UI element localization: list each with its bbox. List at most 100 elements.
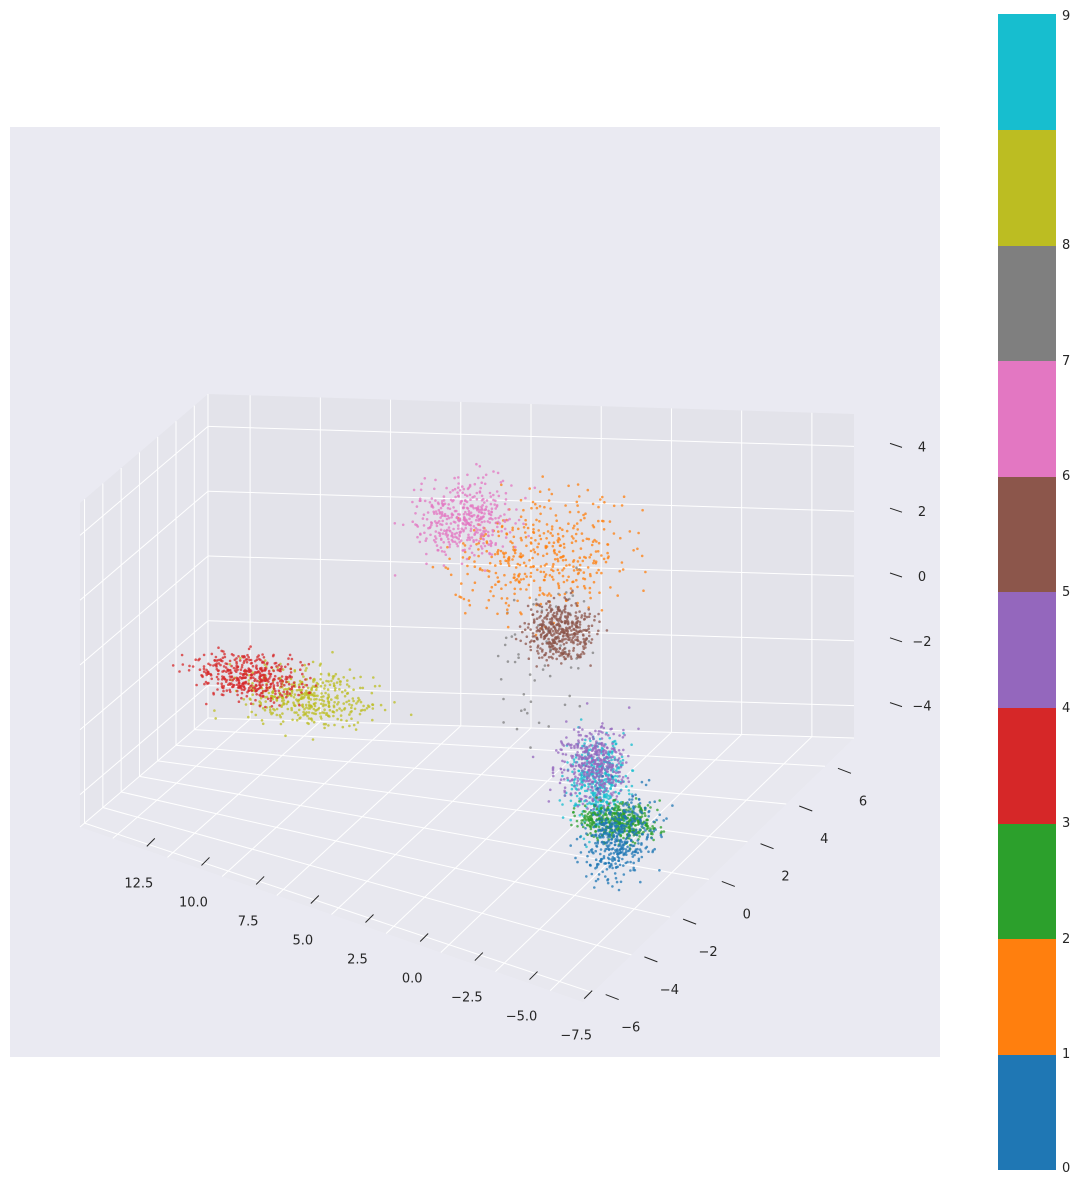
point-cluster-8 <box>346 679 349 682</box>
point-cluster-1 <box>602 557 606 561</box>
point-cluster-1 <box>563 592 567 596</box>
point-cluster-1 <box>524 531 527 534</box>
point-cluster-1 <box>547 592 551 595</box>
point-cluster-8 <box>259 701 263 705</box>
point-cluster-8 <box>304 713 308 716</box>
scatter-points <box>171 462 674 892</box>
point-cluster-0 <box>632 866 635 870</box>
point-cluster-5 <box>540 656 544 659</box>
point-cluster-1 <box>530 506 533 510</box>
point-cluster-4 <box>607 778 610 781</box>
point-cluster-6 <box>444 553 448 556</box>
point-cluster-6 <box>456 491 459 494</box>
point-cluster-3 <box>217 678 220 681</box>
point-cluster-4 <box>586 807 589 810</box>
point-cluster-3 <box>216 682 220 685</box>
point-cluster-5 <box>524 642 528 646</box>
point-cluster-3 <box>223 655 227 659</box>
point-cluster-0 <box>665 817 668 820</box>
point-cluster-8 <box>337 677 340 681</box>
point-cluster-5 <box>554 617 557 620</box>
point-cluster-0 <box>606 836 610 839</box>
point-cluster-0 <box>620 840 624 844</box>
point-cluster-6 <box>450 533 454 537</box>
point-cluster-8 <box>311 738 315 741</box>
point-cluster-0 <box>610 838 613 841</box>
point-cluster-8 <box>309 698 313 701</box>
point-cluster-3 <box>280 682 283 685</box>
point-cluster-6 <box>473 533 476 536</box>
point-cluster-3 <box>254 690 257 693</box>
point-cluster-5 <box>541 619 544 622</box>
point-cluster-8 <box>305 711 308 714</box>
point-cluster-1 <box>569 587 573 590</box>
point-cluster-0 <box>596 877 600 881</box>
point-cluster-0 <box>660 835 663 839</box>
point-cluster-4 <box>605 787 609 790</box>
point-cluster-2 <box>659 831 663 835</box>
point-cluster-0 <box>603 828 607 832</box>
point-cluster-8 <box>348 668 352 671</box>
point-cluster-5 <box>547 629 551 632</box>
point-cluster-1 <box>570 541 574 544</box>
point-cluster-8 <box>366 704 370 707</box>
point-cluster-6 <box>414 523 417 526</box>
point-cluster-3 <box>258 675 262 679</box>
point-cluster-4 <box>590 770 594 774</box>
point-cluster-3 <box>205 702 208 706</box>
point-cluster-8 <box>285 702 288 706</box>
point-cluster-6 <box>458 489 462 492</box>
point-cluster-6 <box>469 514 472 518</box>
point-cluster-8 <box>324 722 328 726</box>
point-cluster-8 <box>324 703 328 707</box>
point-cluster-0 <box>640 811 644 814</box>
point-cluster-1 <box>536 568 539 572</box>
point-cluster-5 <box>542 637 546 641</box>
point-cluster-1 <box>576 568 579 572</box>
point-cluster-4 <box>561 743 564 746</box>
point-cluster-2 <box>614 803 617 807</box>
point-cluster-4 <box>583 767 586 770</box>
point-cluster-8 <box>319 672 323 676</box>
point-cluster-1 <box>547 541 551 544</box>
point-cluster-6 <box>444 533 448 536</box>
point-cluster-3 <box>297 693 300 697</box>
point-cluster-5 <box>590 624 594 627</box>
point-cluster-8 <box>316 682 320 686</box>
point-cluster-6 <box>415 505 419 508</box>
point-cluster-8 <box>333 723 336 727</box>
point-cluster-3 <box>255 693 258 696</box>
point-cluster-1 <box>541 475 544 478</box>
point-cluster-6 <box>480 481 484 485</box>
point-cluster-4 <box>566 776 569 780</box>
point-cluster-4 <box>588 737 592 740</box>
point-cluster-9 <box>602 799 605 802</box>
point-cluster-6 <box>435 512 439 516</box>
point-cluster-4 <box>580 762 584 765</box>
point-cluster-4 <box>561 752 565 756</box>
point-cluster-8 <box>331 675 335 678</box>
point-cluster-2 <box>578 800 581 803</box>
point-cluster-4 <box>576 751 579 754</box>
point-cluster-3 <box>289 671 293 674</box>
point-cluster-2 <box>634 797 638 800</box>
point-cluster-4 <box>618 734 621 737</box>
point-cluster-6 <box>489 495 493 498</box>
point-cluster-1 <box>504 583 508 587</box>
point-cluster-0 <box>613 872 617 875</box>
point-cluster-1 <box>581 559 585 563</box>
point-cluster-9 <box>582 837 586 841</box>
point-cluster-0 <box>580 823 584 826</box>
point-cluster-6 <box>480 494 484 498</box>
point-cluster-5 <box>531 632 535 635</box>
point-cluster-5 <box>579 655 582 659</box>
point-cluster-4 <box>555 749 558 752</box>
point-cluster-4 <box>574 775 577 778</box>
point-cluster-0 <box>618 863 622 867</box>
point-cluster-0 <box>639 880 642 884</box>
point-cluster-0 <box>596 787 599 790</box>
point-cluster-5 <box>544 626 548 629</box>
point-cluster-6 <box>479 486 482 490</box>
point-cluster-0 <box>619 812 622 815</box>
point-cluster-3 <box>217 646 220 649</box>
